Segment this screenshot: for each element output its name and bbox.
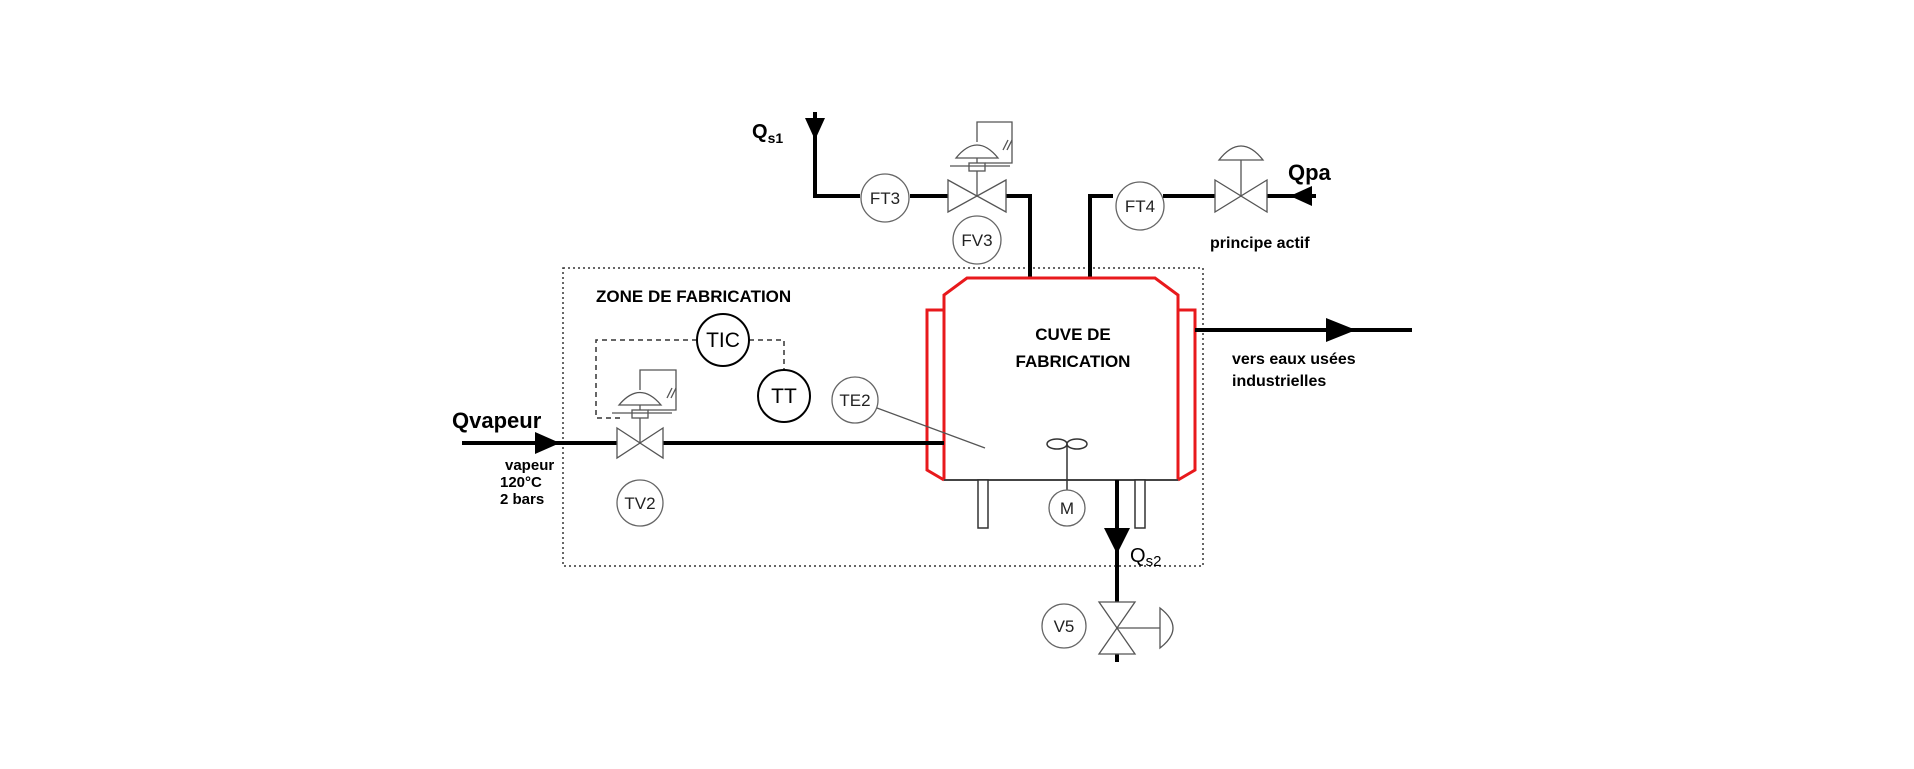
tank-jacket-top [942,276,1180,340]
v5-label: V5 [1054,617,1075,636]
fv3-instrument [952,215,1002,265]
te2-instrument [831,376,879,424]
waste-water-line [1195,318,1412,342]
arrow-down-icon [805,118,825,140]
ft3-instrument [860,173,910,223]
tic-instrument [696,313,750,367]
principe-actif-valve-icon [1214,145,1268,214]
qs1-line [805,112,1032,278]
vapeur-label-1: vapeur [505,457,554,474]
tt-instrument [757,369,811,423]
qvapeur-label: Qvapeur [452,408,542,433]
tic-label: TIC [706,329,740,352]
tv2-valve-icon [612,369,677,460]
vapeur-label-2: 120°C [500,474,542,491]
vapeur-label-3: 2 bars [500,491,544,508]
fabrication-tank [925,276,1197,529]
arrow-right-icon [535,432,560,454]
tv2-instrument [616,479,664,527]
waste-water-label-2: industrielles [1232,373,1326,390]
qpa-line [1088,186,1316,278]
v5-valve-icon [1097,601,1174,655]
qs1-label: Qs1 [752,121,783,146]
qs2-label: Qs2 [1130,545,1161,570]
tt-label: TT [771,385,797,408]
te2-leader-line [876,407,986,449]
tv2-label: TV2 [624,494,655,513]
arrow-left-icon [1290,186,1312,206]
ft4-instrument [1115,181,1165,231]
tank-title-line2: FABRICATION [1016,352,1131,371]
motor-label: M [1060,499,1074,518]
ft4-label: FT4 [1125,197,1155,216]
zone-title: ZONE DE FABRICATION [596,287,791,306]
fabrication-zone-boundary [562,267,1204,567]
control-signal-line [595,339,697,419]
arrow-right-icon [1326,318,1356,342]
tank-title-line1: CUVE DE [1035,325,1111,344]
qpa-label: Qpa [1288,160,1332,185]
steam-line [462,432,944,454]
v5-instrument [1041,603,1087,649]
waste-water-label-1: vers eaux usées [1232,351,1356,368]
arrow-down-icon [1104,528,1130,554]
principe-actif-label: principe actif [1210,235,1310,252]
fv3-valve-icon [947,121,1013,214]
te2-label: TE2 [839,391,870,410]
motor-icon [1048,489,1086,527]
tic-tt-signal-line [749,339,785,370]
ft3-label: FT3 [870,189,900,208]
agitator-icon [1046,438,1088,490]
fv3-label: FV3 [961,231,992,250]
